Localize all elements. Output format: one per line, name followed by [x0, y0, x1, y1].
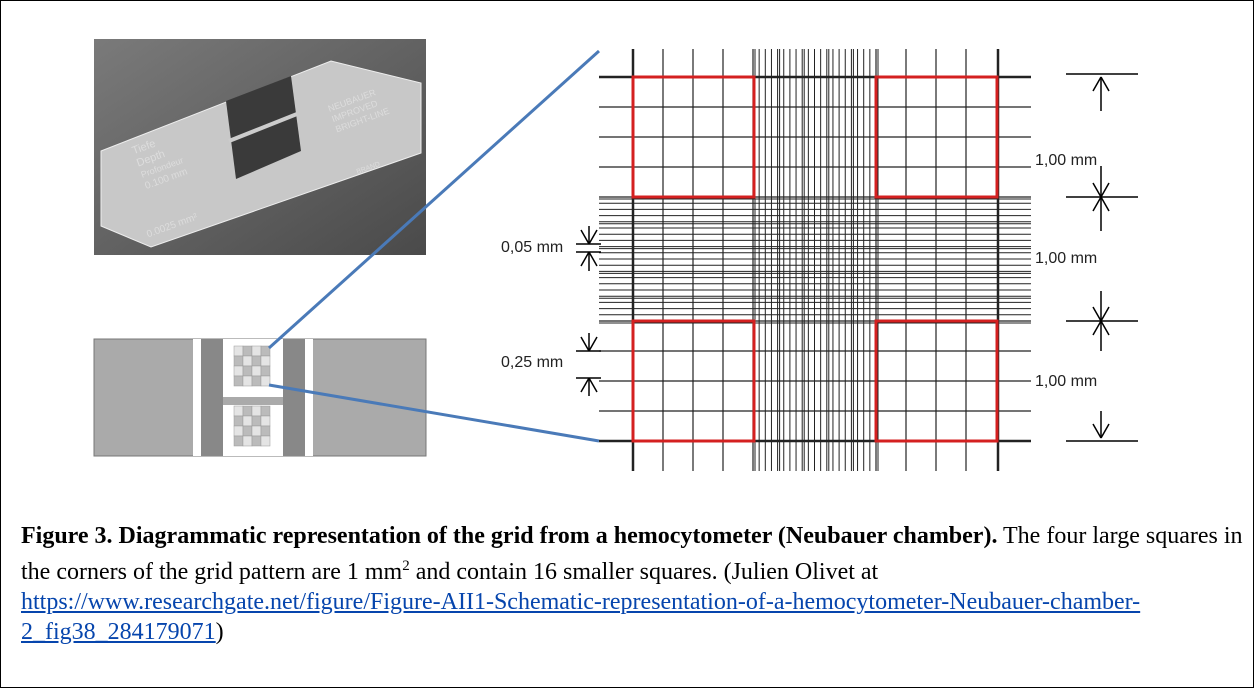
dimension-line: [1101, 77, 1109, 91]
mini-cell: [243, 356, 252, 366]
mini-cell: [234, 406, 243, 416]
mini-cell: [252, 376, 261, 386]
caption: Figure 3. Diagrammatic representation of…: [21, 521, 1251, 647]
mini-cell: [261, 426, 270, 436]
grid: [599, 49, 1031, 471]
schematic-divider: [223, 397, 283, 405]
dimension-line: [1101, 307, 1109, 321]
mini-cell: [243, 436, 252, 446]
caption-text: and contain 16 smaller squares. (Julien …: [410, 559, 879, 585]
mini-cell: [252, 426, 261, 436]
dimension-label: 1,00 mm: [1035, 152, 1097, 169]
schematic-channel: [201, 339, 223, 456]
mini-cell: [252, 366, 261, 376]
mini-cell: [243, 426, 252, 436]
dimension-line: [1093, 77, 1101, 91]
dimension-line: [581, 252, 589, 266]
mini-cell: [261, 406, 270, 416]
dimension-label: 0,05 mm: [501, 239, 563, 256]
mini-cell: [261, 376, 270, 386]
mini-cell: [234, 346, 243, 356]
mini-cell: [234, 356, 243, 366]
mini-cell: [234, 416, 243, 426]
dimension-line: [1093, 307, 1101, 321]
dimension-line: [581, 337, 589, 351]
dimension-label: 1,00 mm: [1035, 250, 1097, 267]
caption-label: Figure 3. Diagrammatic representation of…: [21, 523, 997, 549]
mini-cell: [243, 376, 252, 386]
mini-cell: [261, 366, 270, 376]
schematic-channel: [283, 339, 305, 456]
dimension-line: [1093, 197, 1101, 211]
mini-cell: [243, 416, 252, 426]
dimension-label: 0,25 mm: [501, 354, 563, 371]
dimension-line: [1093, 424, 1101, 438]
dimension-line: [589, 378, 597, 392]
dimension-line: [589, 337, 597, 351]
mini-cell: [234, 366, 243, 376]
mini-cell: [234, 436, 243, 446]
dimension-label: 1,00 mm: [1035, 373, 1097, 390]
mini-cell: [261, 416, 270, 426]
mini-cell: [252, 436, 261, 446]
mini-cell: [252, 416, 261, 426]
page: Tiefe Depth Profondeur 0.100 mm 0.0025 m…: [0, 0, 1254, 688]
mini-cell: [261, 436, 270, 446]
schematic-channel: [193, 339, 201, 456]
schematic-channel: [305, 339, 313, 456]
dimension-line: [1101, 424, 1109, 438]
mini-cell: [252, 356, 261, 366]
dimension-line: [1093, 321, 1101, 335]
dimension-line: [589, 252, 597, 266]
mini-cell: [243, 346, 252, 356]
mini-cell: [261, 356, 270, 366]
dimension-line: [581, 230, 589, 244]
dimension-line: [581, 378, 589, 392]
caption-link[interactable]: https://www.researchgate.net/figure/Figu…: [21, 589, 1140, 645]
dimension-line: [1093, 183, 1101, 197]
dimension-line: [1101, 321, 1109, 335]
dimension-line: [1101, 197, 1109, 211]
caption-text: ): [216, 619, 224, 645]
mini-cell: [252, 346, 261, 356]
dimensions: 1,00 mm 1,00 mm 1,00 mm 0,05 mm 0,25 mm: [501, 74, 1138, 441]
mini-cell: [243, 406, 252, 416]
figure: Tiefe Depth Profondeur 0.100 mm 0.0025 m…: [1, 1, 1253, 501]
mini-cell: [243, 366, 252, 376]
mini-cell: [234, 376, 243, 386]
dimension-line: [589, 230, 597, 244]
mini-cell: [234, 426, 243, 436]
mini-cell: [252, 406, 261, 416]
caption-sup: 2: [402, 558, 410, 574]
dimension-line: [1101, 183, 1109, 197]
